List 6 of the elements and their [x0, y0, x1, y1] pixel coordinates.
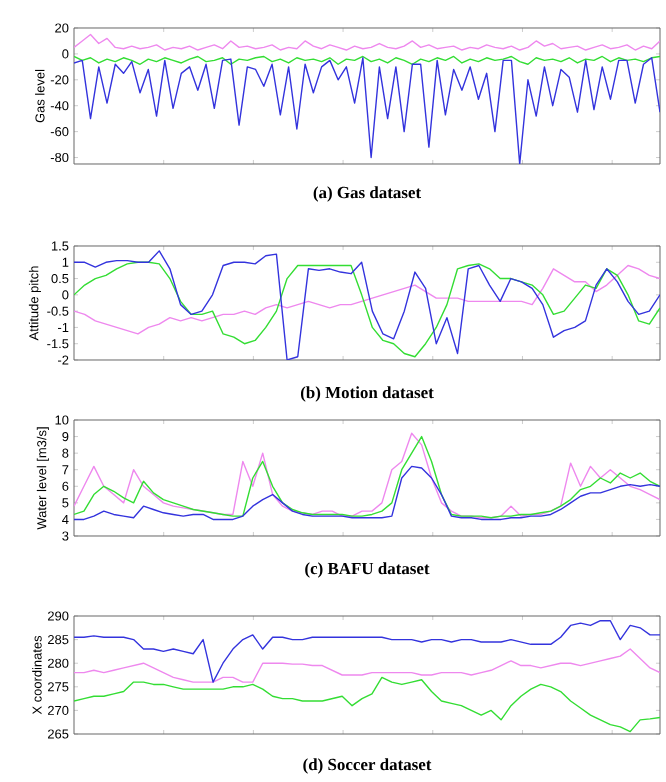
text: (a) Gas dataset	[313, 186, 422, 202]
line-series	[74, 57, 660, 164]
line-series	[74, 33, 660, 51]
text: (b) Motion dataset	[300, 386, 434, 402]
text: (d) Soccer dataset	[303, 758, 432, 774]
text: (c) BAFU dataset	[305, 562, 430, 578]
